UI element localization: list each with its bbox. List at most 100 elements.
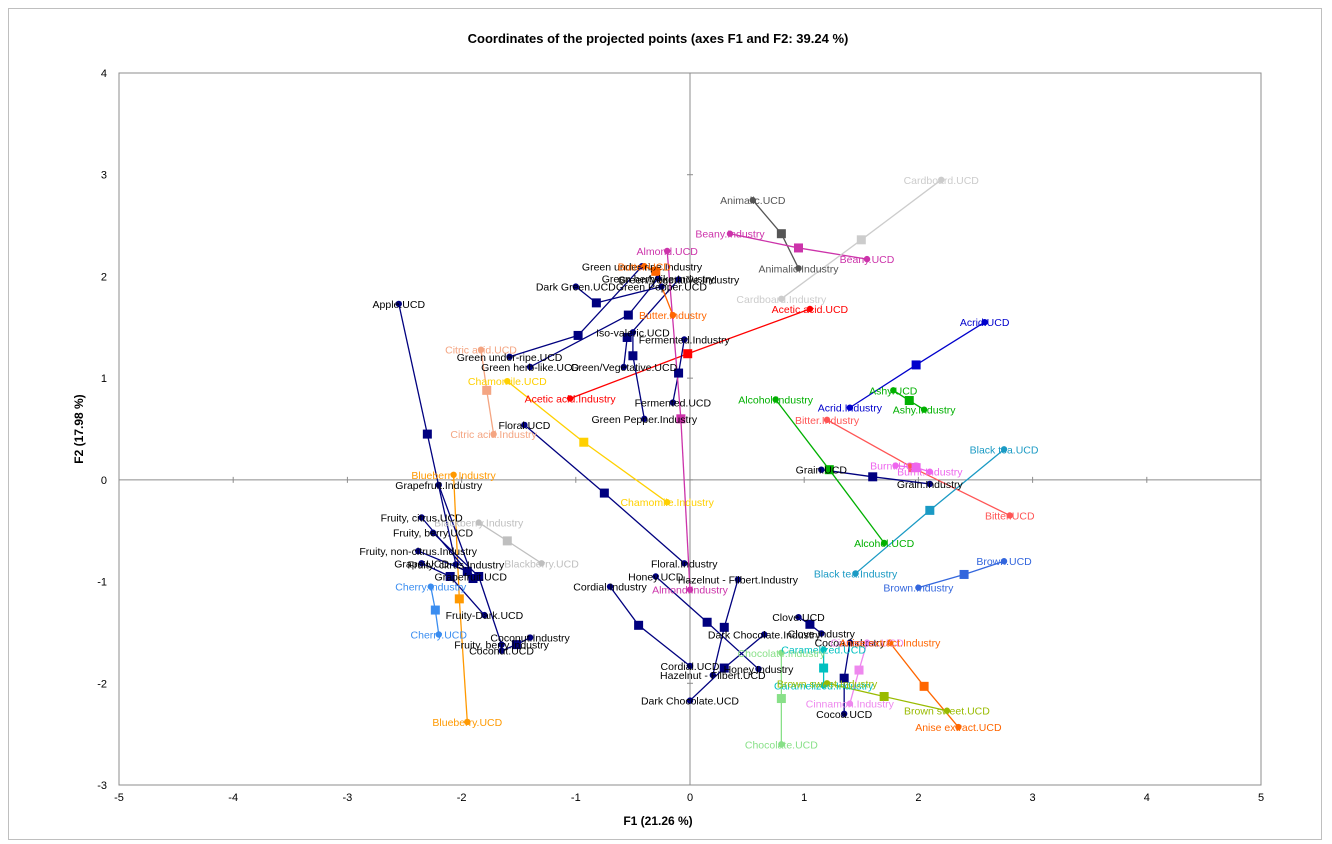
link-line bbox=[449, 576, 485, 616]
point-label: Coconut.Industry bbox=[490, 633, 570, 645]
data-point bbox=[943, 707, 951, 714]
point-label: Bitter.Industry bbox=[795, 415, 860, 427]
point-label: Honey.Industry bbox=[724, 664, 795, 676]
point-label: Brown sweet.Industry bbox=[777, 678, 878, 690]
link-line bbox=[523, 424, 605, 494]
point-label: Blackberry.Industry bbox=[434, 518, 524, 530]
point-label: Green herb-like.Industry bbox=[602, 273, 715, 285]
data-point bbox=[526, 634, 534, 641]
link-line bbox=[666, 250, 682, 419]
point-label: Animalic.UCD bbox=[720, 195, 786, 207]
point-label: Fruity, berry.Industry bbox=[454, 640, 549, 652]
link-line bbox=[452, 474, 460, 599]
point-label: Acrid.UCD bbox=[960, 317, 1010, 329]
group-center-square bbox=[634, 620, 644, 630]
point-label: Green under-ripe.UCD bbox=[457, 352, 563, 364]
link-line bbox=[849, 669, 860, 704]
link-line bbox=[687, 308, 811, 355]
data-point bbox=[755, 665, 762, 673]
group-center-square bbox=[868, 472, 878, 482]
data-point bbox=[772, 396, 779, 403]
link-line bbox=[655, 576, 708, 623]
point-label: Caramelized.Industry bbox=[774, 680, 874, 692]
data-point bbox=[749, 196, 757, 204]
link-line bbox=[889, 642, 925, 687]
x-axis-label: F1 (21.26 %) bbox=[623, 814, 692, 828]
group-center-square bbox=[622, 332, 632, 342]
data-point bbox=[526, 363, 534, 371]
point-label: Black tea.UCD bbox=[970, 444, 1039, 456]
point-label: Blueberry.UCD bbox=[432, 717, 502, 729]
link-line bbox=[775, 399, 830, 471]
group-center-square bbox=[591, 298, 601, 308]
link-line bbox=[798, 247, 868, 260]
scatter-chart: Coordinates of the projected points (axe… bbox=[72, 31, 1264, 828]
link-line bbox=[632, 355, 645, 419]
point-label: Black tea.Industry bbox=[814, 568, 898, 580]
link-line bbox=[849, 364, 917, 409]
data-point bbox=[620, 363, 627, 371]
group-center-square bbox=[445, 571, 455, 581]
link-line bbox=[458, 598, 468, 722]
group-center-square bbox=[462, 566, 472, 576]
data-point bbox=[521, 421, 528, 429]
group-center-square bbox=[879, 692, 889, 702]
data-point bbox=[938, 176, 945, 183]
link-line bbox=[689, 667, 725, 702]
data-point bbox=[429, 529, 437, 536]
group-center-square bbox=[856, 235, 866, 245]
group-center-square bbox=[793, 243, 803, 253]
data-point bbox=[572, 283, 579, 290]
point-label: Green Pepper.Industry bbox=[591, 414, 697, 426]
data-point bbox=[726, 230, 734, 237]
data-point bbox=[846, 639, 854, 646]
data-point bbox=[504, 377, 511, 385]
point-label: Green/Vegetative.UCD bbox=[570, 362, 677, 374]
point-label: Chocolate.UCD bbox=[745, 739, 818, 751]
point-label: Caramelized.UCD bbox=[781, 645, 866, 657]
data-point bbox=[846, 700, 854, 707]
point-label: Anise extract.UCD bbox=[915, 722, 1002, 734]
data-point bbox=[435, 481, 442, 489]
data-point bbox=[778, 741, 785, 748]
data-point bbox=[880, 539, 888, 547]
data-point bbox=[890, 387, 897, 394]
group-center-square bbox=[502, 536, 512, 546]
point-label: Animalic.Industry bbox=[759, 263, 840, 275]
data-point bbox=[641, 263, 648, 270]
axis-ticks: -5 -4 -3 -2 -1 0 1 2 3 4 5 -3 -2 -1 0 1 2 3 4 bbox=[97, 68, 1264, 804]
point-label: Hazelnut - Filbert.UCD bbox=[660, 670, 766, 682]
data-point bbox=[734, 576, 742, 583]
data-point bbox=[920, 406, 928, 413]
point-label: Grape.UCD bbox=[394, 558, 449, 570]
data-point bbox=[892, 462, 899, 469]
x-tick-label: -3 bbox=[343, 792, 353, 804]
link-line bbox=[883, 695, 948, 712]
group-center-square bbox=[776, 229, 786, 239]
point-label: Chamomile.UCD bbox=[468, 376, 547, 388]
group-center-square bbox=[702, 617, 712, 627]
link-line bbox=[752, 199, 782, 235]
data-point bbox=[1000, 446, 1008, 453]
data-point bbox=[926, 480, 934, 488]
y-tick-label: 3 bbox=[101, 170, 107, 182]
point-label: Dark Chocolate.UCD bbox=[641, 696, 739, 708]
data-point bbox=[669, 399, 677, 406]
data-point bbox=[418, 560, 425, 567]
data-point bbox=[663, 247, 671, 255]
group-center-square bbox=[422, 429, 432, 439]
link-line bbox=[872, 476, 930, 485]
point-label: Grapefruit.Industry bbox=[395, 480, 483, 492]
point-label: Grain.Industry bbox=[897, 479, 964, 491]
link-line bbox=[529, 314, 629, 368]
point-label: Almond.UCD bbox=[637, 246, 699, 258]
link-line bbox=[912, 467, 1011, 517]
point-label: Almond.Industry bbox=[652, 585, 729, 597]
group-center-square bbox=[805, 619, 815, 629]
data-point bbox=[435, 631, 442, 638]
point-label: Green herb-like.UCD bbox=[481, 362, 579, 374]
point-label: Alcohol.UCD bbox=[854, 538, 915, 550]
point-label: Blueberry.Industry bbox=[411, 470, 496, 482]
data-point bbox=[955, 723, 962, 731]
point-label: Ashy.UCD bbox=[869, 385, 918, 397]
